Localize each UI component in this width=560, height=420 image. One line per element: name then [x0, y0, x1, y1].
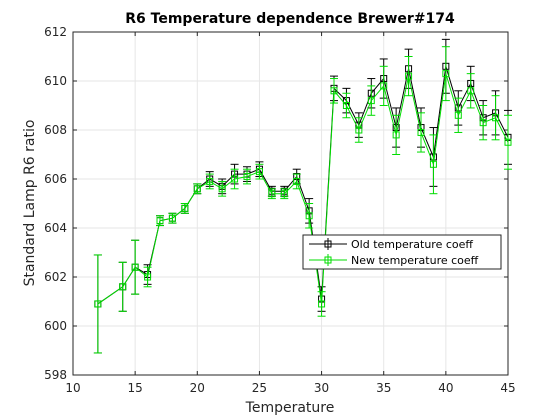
y-tick-label: 604	[44, 221, 67, 235]
y-tick-label: 612	[44, 25, 67, 39]
x-tick-label: 30	[314, 381, 329, 395]
data-point	[168, 214, 176, 222]
y-axis-label: Standard Lamp R6 ratio	[22, 120, 38, 287]
data-point	[504, 138, 512, 146]
x-tick-label: 15	[128, 381, 143, 395]
series-layer	[93, 38, 512, 354]
legend: Old temperature coeff New temperature coe…	[302, 234, 502, 270]
plot-area-frame	[72, 31, 509, 376]
y-tick-label: 606	[44, 172, 67, 186]
data-point	[417, 128, 425, 136]
data-point	[293, 177, 301, 185]
x-tick-label: 45	[500, 381, 515, 395]
axis-ticks: 10 15 20 25 30 35 40 45 598 600 602 604 606 608 610 612	[44, 25, 516, 395]
x-tick-label: 10	[65, 381, 80, 395]
data-point	[442, 70, 450, 78]
data-point	[429, 160, 437, 168]
data-point	[144, 273, 152, 281]
data-point	[305, 212, 313, 220]
data-point	[119, 283, 127, 291]
legend-label: New temperature coeff	[351, 254, 479, 267]
y-tick-label: 600	[44, 319, 67, 333]
x-tick-label: 40	[438, 381, 453, 395]
y-tick-label: 610	[44, 74, 67, 88]
data-point	[94, 300, 102, 308]
data-point	[231, 175, 239, 183]
legend-item-1: Old temperature coeff	[309, 238, 473, 251]
data-point	[218, 185, 226, 193]
data-point	[342, 102, 350, 109]
data-point	[156, 217, 164, 225]
data-point	[243, 173, 251, 181]
data-point	[206, 177, 214, 185]
data-point	[405, 72, 413, 80]
data-point	[330, 87, 338, 95]
data-point	[268, 190, 276, 198]
y-tick-label: 602	[44, 270, 67, 284]
data-point	[467, 87, 475, 95]
legend-label: Old temperature coeff	[351, 238, 473, 251]
x-tick-label: 25	[252, 381, 267, 395]
x-tick-label: 20	[190, 381, 205, 395]
chart-title: R6 Temperature dependence Brewer#174	[125, 11, 455, 27]
data-point	[131, 263, 139, 271]
data-point	[392, 131, 400, 139]
series-line	[97, 73, 509, 305]
data-point	[454, 111, 462, 119]
data-point	[380, 82, 388, 90]
y-tick-label: 598	[44, 368, 67, 382]
x-tick-label: 35	[376, 381, 391, 395]
data-point	[479, 119, 487, 127]
legend-box	[302, 234, 502, 270]
series-2	[93, 46, 512, 354]
data-point	[181, 204, 189, 212]
y-tick-label: 608	[44, 123, 67, 137]
data-point	[255, 168, 263, 176]
data-point	[367, 97, 375, 105]
legend-item-2: New temperature coeff	[309, 254, 479, 267]
data-point	[355, 126, 363, 134]
data-point	[318, 300, 326, 308]
data-point	[280, 190, 288, 198]
x-axis-label: Temperature	[245, 400, 335, 416]
data-point	[492, 114, 500, 122]
data-point	[193, 185, 201, 193]
